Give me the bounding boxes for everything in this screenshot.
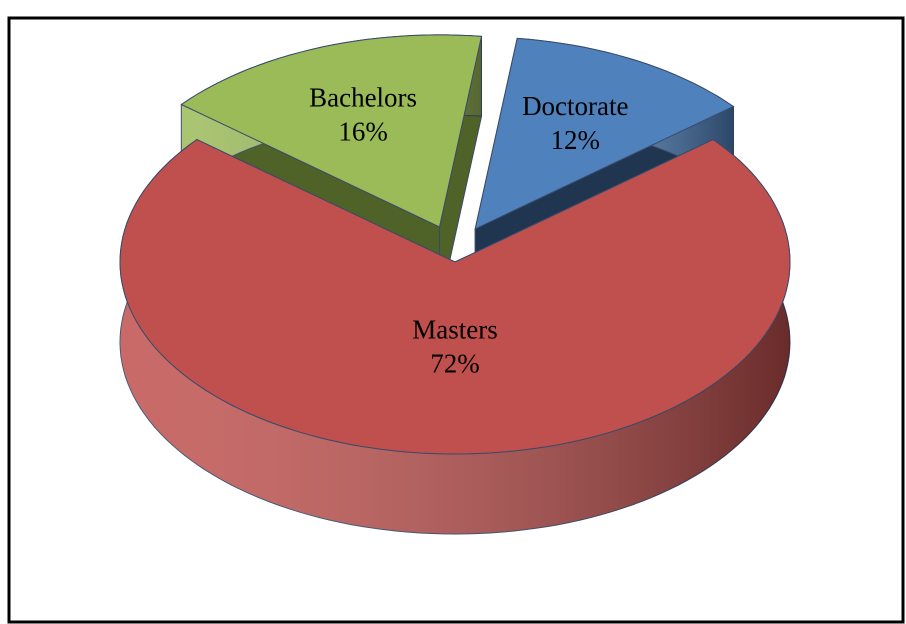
slice-top bbox=[180, 34, 483, 228]
slice-label-name: Doctorate bbox=[522, 91, 628, 121]
pie-slice bbox=[119, 138, 791, 535]
slice-label-name: Bachelors bbox=[309, 82, 417, 112]
slice-top bbox=[474, 37, 735, 230]
slice-label-value: 72% bbox=[430, 349, 480, 379]
slice-label-value: 12% bbox=[551, 125, 601, 155]
slice-top bbox=[119, 139, 791, 455]
slice-wall-shade bbox=[120, 139, 790, 534]
slice-label-name: Masters bbox=[412, 315, 497, 345]
slice-label-value: 16% bbox=[338, 116, 388, 146]
